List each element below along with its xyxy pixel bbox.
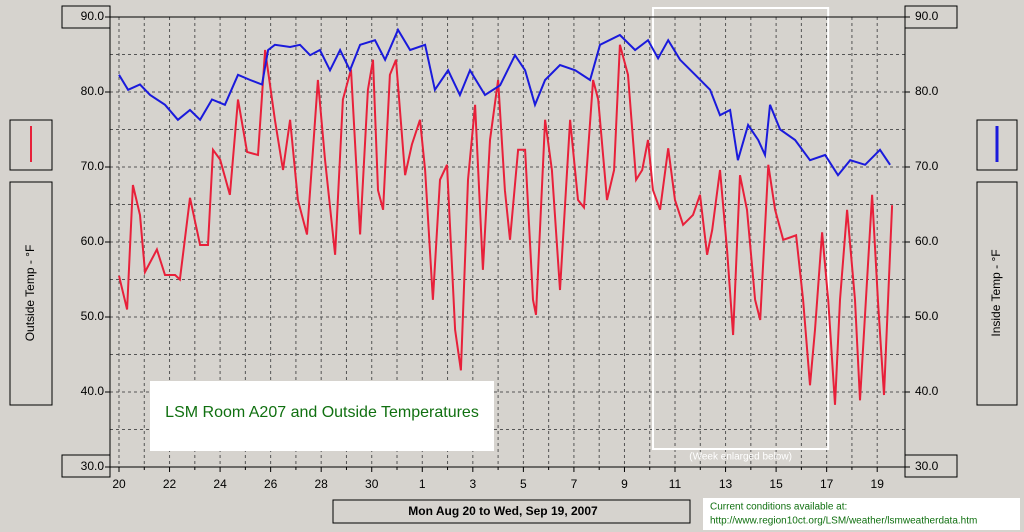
y-axis-label: Outside Temp - °F — [23, 245, 37, 342]
x-tick-label: 1 — [419, 477, 426, 491]
x-label-box — [332, 499, 691, 524]
series-line — [118, 27, 891, 177]
chart-title: LSM Room A207 and Outside Temperatures — [165, 404, 479, 421]
y2-tick-label: 80.0 — [915, 84, 939, 98]
x-tick-label: 22 — [163, 477, 177, 491]
footer-line: Current conditions available at: — [710, 502, 847, 513]
y-tick-label: 30.0 — [81, 459, 105, 473]
y-tick-label: 70.0 — [81, 159, 105, 173]
footer-box — [703, 498, 1020, 530]
y2-tick-label: 60.0 — [915, 234, 939, 248]
axis-label-box — [9, 181, 53, 406]
y2-tick-label: 30.0 — [915, 459, 939, 473]
y2-tick-label: 70.0 — [915, 159, 939, 173]
y-tick-label: 80.0 — [81, 84, 105, 98]
title-box — [150, 381, 494, 451]
y-tick-label: 60.0 — [81, 234, 105, 248]
x-tick-label: 3 — [469, 477, 476, 491]
x-tick-label: 5 — [520, 477, 527, 491]
y-tick-label: 40.0 — [81, 384, 105, 398]
x-tick-label: 13 — [719, 477, 733, 491]
y-tick-label: 50.0 — [81, 309, 105, 323]
x-tick-label: 7 — [571, 477, 578, 491]
y2-tick-label: 90.0 — [915, 9, 939, 23]
x-tick-label: 20 — [112, 477, 126, 491]
x-tick-label: 19 — [871, 477, 885, 491]
tick-box — [61, 454, 111, 478]
footer-line: http://www.region10ct.org/LSM/weather/ls… — [710, 516, 977, 527]
x-tick-label: 26 — [264, 477, 278, 491]
y-tick-label: 90.0 — [81, 9, 105, 23]
y2-tick-label: 50.0 — [915, 309, 939, 323]
x-tick-label: 28 — [315, 477, 329, 491]
x-tick-label: 15 — [769, 477, 783, 491]
axis-label-box — [976, 181, 1018, 406]
x-tick-label: 11 — [669, 477, 682, 491]
x-tick-label: 30 — [365, 477, 379, 491]
y2-axis-label: Inside Temp - °F — [989, 249, 1003, 336]
annotation: (Week enlarged below) — [689, 452, 792, 463]
plot — [118, 27, 894, 405]
highlight-box — [652, 7, 830, 450]
x-tick-label: 24 — [213, 477, 227, 491]
x-tick-label: 17 — [820, 477, 834, 491]
tick-box — [904, 454, 958, 478]
x-tick-label: 9 — [621, 477, 628, 491]
x-axis-label: Mon Aug 20 to Wed, Sep 19, 2007 — [408, 504, 598, 518]
y2-tick-label: 40.0 — [915, 384, 939, 398]
